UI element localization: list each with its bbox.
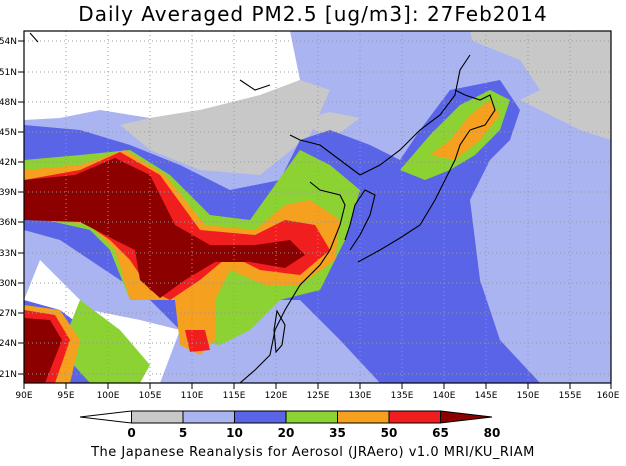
colorbar-level-label: 65	[432, 426, 449, 440]
lat-tick-label: 30N	[0, 279, 17, 289]
footer-credit: The Japanese Reanalysis for Aerosol (JRA…	[91, 445, 535, 460]
coastlines	[29, 32, 496, 383]
lon-tick-label: 125E	[307, 391, 330, 401]
lat-tick-label: 21N	[0, 370, 17, 380]
lon-tick-label: 130E	[349, 391, 372, 401]
colorbar-swatch	[182, 410, 235, 424]
map-ticks	[18, 40, 612, 389]
lon-tick-label: 145E	[475, 391, 498, 401]
lon-tick-label: 95E	[57, 391, 74, 401]
field-lavender-east	[470, 170, 611, 383]
lat-tick-label: 39N	[0, 188, 17, 198]
colorbar-level-label: 20	[278, 426, 295, 440]
colorbar-swatch	[234, 410, 287, 424]
lon-tick-label: 90E	[15, 391, 32, 401]
lat-tick-label: 27N	[0, 309, 17, 319]
colorbar-level-label: 0	[127, 426, 135, 440]
field-red-south	[185, 330, 210, 352]
lon-tick-label: 105E	[139, 391, 162, 401]
lon-tick-label: 115E	[223, 391, 246, 401]
field-grey-north	[120, 80, 330, 175]
colorbar-level-label: 50	[381, 426, 398, 440]
field-white-north	[24, 31, 300, 120]
lat-tick-label: 45N	[0, 128, 17, 138]
lat-tick-label: 51N	[0, 68, 17, 78]
lat-tick-label: 33N	[0, 249, 17, 259]
colorbar-level-label: 5	[179, 426, 187, 440]
lon-tick-label: 160E	[597, 391, 620, 401]
lon-tick-label: 100E	[97, 391, 120, 401]
lat-tick-label: 48N	[0, 98, 17, 108]
colorbar-level-label: 35	[329, 426, 346, 440]
colorbar-swatch	[79, 410, 132, 424]
lat-tick-labels: 21N 24N 27N 30N 33N 36N 39N 42N 45N 48N …	[0, 37, 17, 380]
colorbar-swatch	[131, 410, 184, 424]
colorbar-swatch	[388, 410, 441, 424]
lon-tick-labels: 90E 95E 100E 105E 110E 115E 120E 125E 13…	[15, 391, 619, 401]
field-darkred-sw	[24, 318, 62, 383]
lat-tick-label: 54N	[0, 37, 17, 47]
lon-tick-label: 135E	[391, 391, 414, 401]
lat-tick-label: 36N	[0, 218, 17, 228]
pm25-field	[24, 31, 611, 383]
lon-tick-label: 155E	[559, 391, 582, 401]
lon-tick-label: 120E	[265, 391, 288, 401]
map-gridlines	[24, 31, 611, 383]
colorbar: 0 5 10 20 35 50 65 80	[79, 410, 501, 440]
colorbar-swatch	[440, 410, 493, 424]
field-grey-east	[300, 112, 360, 140]
colorbar-swatch	[285, 410, 338, 424]
lat-tick-label: 42N	[0, 158, 17, 168]
lon-tick-label: 140E	[433, 391, 456, 401]
colorbar-level-label: 10	[226, 426, 243, 440]
colorbar-level-label: 80	[484, 426, 501, 440]
field-orange-japan	[430, 100, 500, 160]
colorbar-swatch	[337, 410, 390, 424]
map-title: Daily Averaged PM2.5 [ug/m3]: 27Feb2014	[78, 2, 548, 26]
field-darkred-main	[24, 158, 305, 298]
field-green-south	[60, 300, 150, 383]
lon-tick-label: 110E	[181, 391, 204, 401]
lon-tick-label: 150E	[517, 391, 540, 401]
lat-tick-label: 24N	[0, 339, 17, 349]
